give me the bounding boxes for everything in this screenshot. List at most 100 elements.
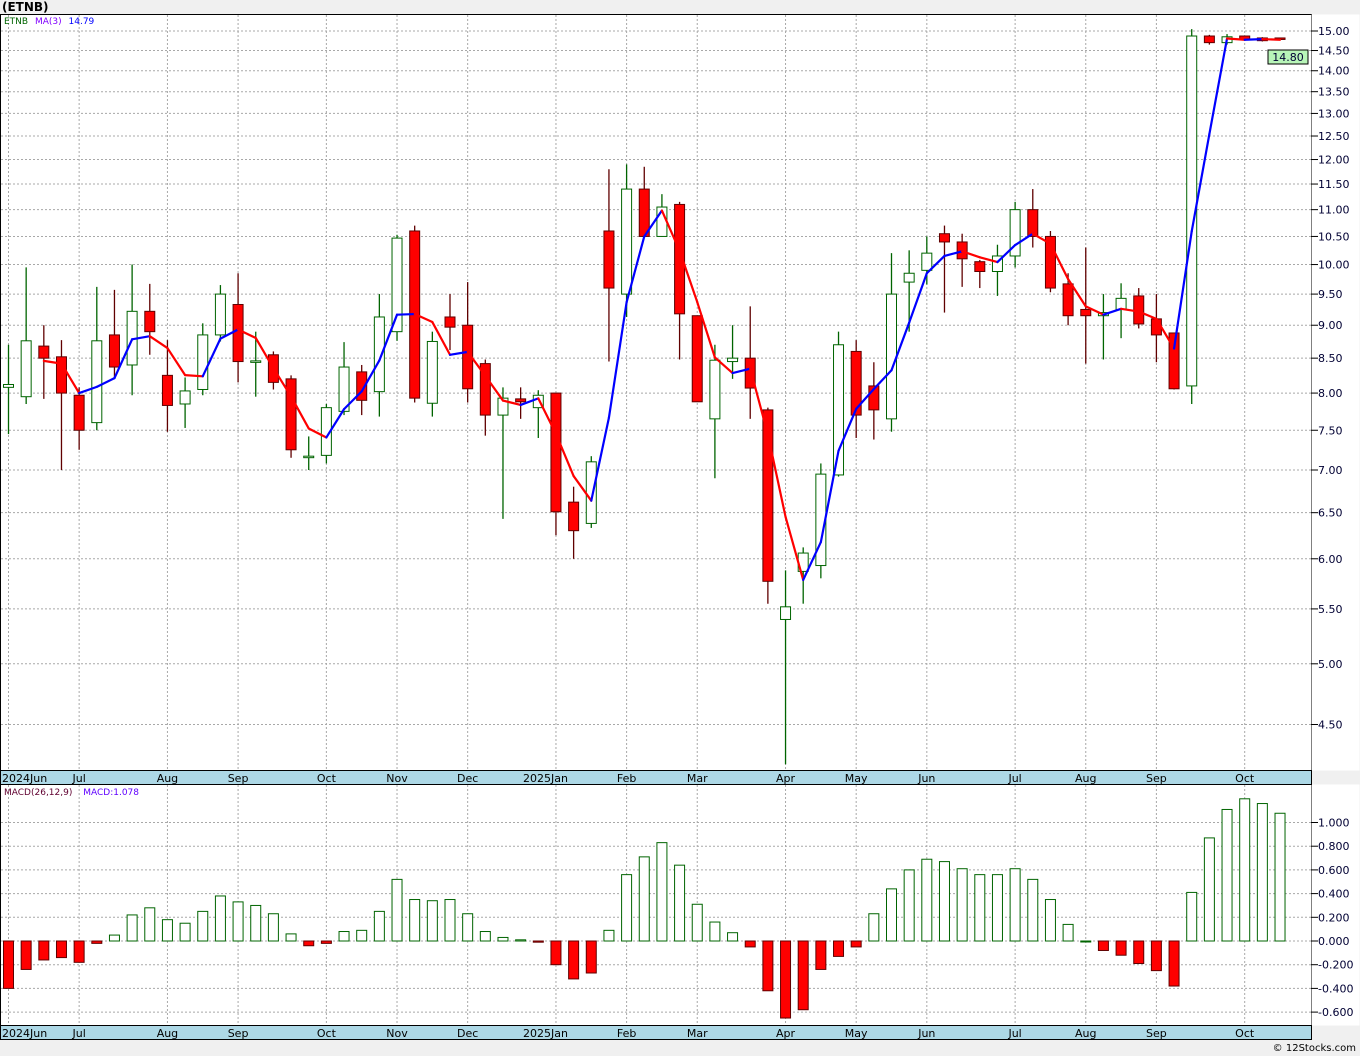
price-panel	[0, 14, 1312, 771]
ma-segment	[78, 385, 98, 395]
macd-tick-label: 0.400	[1318, 888, 1350, 901]
macd-bar	[780, 940, 792, 1019]
ma-segment	[1208, 37, 1229, 136]
macd-bar	[850, 940, 862, 948]
macd-bar	[285, 933, 297, 942]
ma-segment	[254, 336, 275, 370]
macd-bar	[1274, 812, 1286, 942]
macd-bar	[638, 856, 650, 942]
macd-bar	[515, 939, 527, 942]
price-tick-label: 5.00	[1318, 658, 1343, 671]
macd-bar	[497, 936, 509, 942]
candle	[744, 306, 756, 419]
candle-body	[3, 384, 14, 388]
macd-bar	[833, 940, 845, 957]
month-label: Aug	[157, 1027, 178, 1040]
ma-segment	[501, 399, 522, 407]
macd-bar	[373, 910, 385, 942]
price-time-axis	[0, 770, 1312, 785]
macd-bar	[409, 899, 421, 942]
price-tick-label: 12.00	[1318, 154, 1350, 167]
candle	[550, 392, 562, 536]
ma-segment	[819, 449, 840, 544]
candle-body	[444, 316, 456, 328]
candle-body	[603, 230, 615, 289]
candle-body	[921, 252, 933, 271]
candle-body	[938, 233, 950, 243]
macd-bar	[1062, 923, 1074, 942]
candle	[73, 387, 85, 450]
candle-body	[1080, 308, 1092, 317]
candle-body	[232, 303, 244, 363]
candle	[144, 283, 156, 355]
candle	[621, 164, 633, 317]
macd-bar	[179, 922, 191, 942]
month-label: Dec	[457, 772, 478, 785]
ma-segment	[1137, 310, 1158, 320]
ma-segment	[572, 474, 593, 502]
ma-segment	[1155, 317, 1176, 350]
ma-segment	[484, 374, 505, 402]
candle	[515, 387, 527, 419]
ma-segment	[519, 397, 540, 407]
ma-segment	[1102, 307, 1123, 316]
candle-body	[91, 340, 103, 424]
ma-segment	[60, 362, 81, 395]
candle	[373, 294, 385, 417]
candle-body	[497, 397, 509, 416]
macd-bar	[391, 878, 403, 942]
ma-segment	[395, 312, 416, 316]
price-tick-label: 6.00	[1318, 553, 1343, 566]
price-tick-label: 6.50	[1318, 507, 1343, 520]
candle-body	[532, 394, 544, 409]
macd-bar	[815, 940, 827, 970]
ma-segment	[731, 367, 752, 375]
candle	[285, 375, 297, 458]
ma-segment	[148, 335, 169, 350]
ma-segment	[466, 350, 487, 377]
ma-segment	[908, 272, 928, 324]
legend-ma-value: 14.79	[69, 17, 95, 27]
price-tick-label: 8.50	[1318, 352, 1343, 365]
ma-segment	[890, 321, 911, 372]
macd-bar	[426, 900, 438, 942]
month-label: Mar	[687, 772, 708, 785]
ma-segment	[784, 515, 805, 582]
macd-bar	[868, 913, 880, 942]
macd-tick-label: 0.600	[1318, 864, 1350, 877]
candle-body	[550, 392, 562, 513]
month-label: Aug	[157, 772, 178, 785]
last-price-badge	[1267, 49, 1309, 65]
macd-bar	[1186, 891, 1198, 942]
candle-body	[1009, 209, 1021, 257]
candle	[1203, 34, 1215, 45]
price-tick-label: 7.00	[1318, 464, 1343, 477]
macd-bar	[38, 940, 50, 961]
macd-bar	[108, 934, 120, 942]
month-label: Oct	[1235, 1027, 1255, 1040]
price-tick-label: 13.00	[1318, 107, 1350, 120]
candle-body	[833, 344, 845, 476]
macd-bar	[674, 864, 686, 942]
candle-body	[426, 340, 438, 404]
macd-bar	[1168, 940, 1180, 987]
macd-bar	[1221, 808, 1233, 942]
ma-segment	[342, 390, 363, 411]
macd-tick-label: 0.000	[1318, 935, 1350, 948]
macd-bar	[1203, 837, 1215, 942]
candle-body	[850, 350, 862, 416]
candle-body	[391, 237, 403, 333]
candle-body	[621, 188, 633, 295]
candle	[197, 323, 209, 396]
ma-segment	[378, 313, 399, 362]
month-label: May	[845, 1027, 868, 1040]
ma-segment	[42, 359, 63, 365]
ma-segment	[837, 407, 858, 452]
macd-bar	[744, 940, 756, 948]
price-tick-label: 8.00	[1318, 387, 1343, 400]
month-label: Jul	[1007, 1027, 1021, 1040]
macd-tick-label: 1.000	[1318, 817, 1350, 830]
candle	[444, 294, 456, 351]
candle	[338, 342, 350, 416]
macd-bar	[444, 899, 456, 942]
